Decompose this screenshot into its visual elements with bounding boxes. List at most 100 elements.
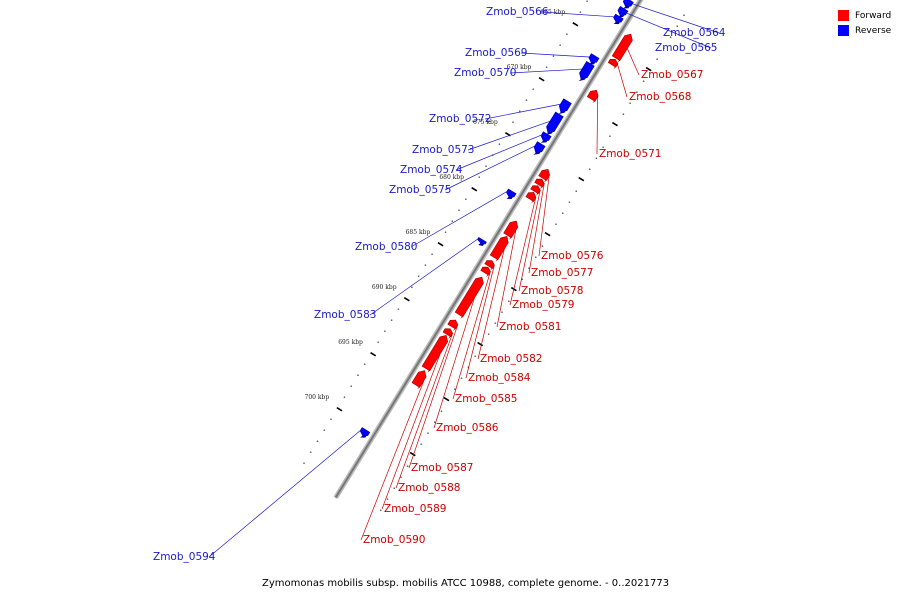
legend-item-forward: Forward xyxy=(838,8,891,23)
gene-arrow[interactable] xyxy=(558,98,572,113)
gene-label[interactable]: Zmob_0564 xyxy=(663,27,726,39)
backbone-layer xyxy=(333,0,644,499)
major-tick xyxy=(437,241,444,247)
major-tick xyxy=(336,406,343,412)
minor-tick xyxy=(431,253,433,255)
gene-arrow[interactable] xyxy=(506,188,517,198)
gene-label[interactable]: Zmob_0573 xyxy=(412,144,474,156)
leader-line xyxy=(509,198,536,306)
gene-shadow xyxy=(360,432,370,438)
gene-arrow[interactable] xyxy=(442,328,454,338)
gene-label[interactable]: Zmob_0577 xyxy=(531,267,593,279)
minor-tick xyxy=(343,396,346,398)
gene-label[interactable]: Zmob_0568 xyxy=(629,91,691,103)
gene-label[interactable]: Zmob_0581 xyxy=(499,321,561,333)
minor-tick xyxy=(487,333,490,335)
minor-tick xyxy=(433,421,436,423)
gene-arrow[interactable] xyxy=(546,111,564,134)
gene-label[interactable]: Zmob_0588 xyxy=(398,482,460,494)
major-tick xyxy=(572,21,579,27)
gene-shadow xyxy=(558,103,572,115)
forward-swatch xyxy=(838,10,849,21)
gene-label[interactable]: Zmob_0586 xyxy=(436,422,499,434)
gene-arrow[interactable] xyxy=(477,236,487,245)
gene-label[interactable]: Zmob_0582 xyxy=(480,353,542,365)
leader-line xyxy=(408,325,458,469)
gene-shadow xyxy=(623,2,634,9)
leader-line xyxy=(360,380,425,541)
minor-tick xyxy=(561,212,564,214)
gene-shadow xyxy=(533,146,546,155)
gene-label[interactable]: Zmob_0570 xyxy=(454,67,516,79)
gene-label[interactable]: Zmob_0574 xyxy=(400,164,463,176)
minor-tick xyxy=(683,14,685,17)
gene-label[interactable]: Zmob_0579 xyxy=(512,299,574,311)
minor-tick xyxy=(609,135,611,138)
gene-label[interactable]: Zmob_0587 xyxy=(411,462,473,474)
gene-arrow[interactable] xyxy=(454,276,484,318)
gene-shadow xyxy=(588,58,599,65)
gene-arrow[interactable] xyxy=(480,266,491,276)
gene-arrow[interactable] xyxy=(538,168,551,181)
leader-line xyxy=(626,48,640,76)
legend: Forward Reverse xyxy=(838,8,891,38)
gene-label[interactable]: Zmob_0569 xyxy=(465,47,527,59)
minor-tick xyxy=(400,476,402,478)
gene-arrow[interactable] xyxy=(525,192,537,202)
gene-arrow[interactable] xyxy=(484,260,495,269)
leader-line xyxy=(541,11,614,18)
gene-arrow[interactable] xyxy=(411,370,427,388)
minor-tick xyxy=(377,341,379,343)
minor-tick xyxy=(384,330,386,332)
leader-line xyxy=(410,191,507,248)
gene-label[interactable]: Zmob_0565 xyxy=(655,42,717,54)
gene-label[interactable]: Zmob_0583 xyxy=(314,309,376,321)
leader-line xyxy=(444,145,535,191)
gene-label[interactable]: Zmob_0590 xyxy=(363,534,425,546)
leader-line xyxy=(617,64,628,98)
minor-tick xyxy=(390,319,393,321)
minor-tick xyxy=(586,0,588,2)
leader-line xyxy=(455,134,542,171)
backbone-line xyxy=(334,0,642,499)
gene-arrow[interactable] xyxy=(359,427,371,436)
gene-label[interactable]: Zmob_0572 xyxy=(429,113,491,125)
gene-label[interactable]: Zmob_0580 xyxy=(355,241,417,253)
gene-arrow[interactable] xyxy=(534,178,545,188)
gene-arrow[interactable] xyxy=(579,60,595,80)
minor-tick xyxy=(393,487,396,489)
legend-label-reverse: Reverse xyxy=(855,25,892,36)
gene-label[interactable]: Zmob_0585 xyxy=(455,393,517,405)
leader-line xyxy=(433,298,475,429)
tick-label: 675 kbp xyxy=(473,119,498,126)
gene-arrow[interactable] xyxy=(447,319,459,330)
major-tick xyxy=(443,396,450,402)
minor-tick xyxy=(588,168,591,170)
leader-line xyxy=(618,9,712,49)
gene-label[interactable]: Zmob_0594 xyxy=(153,551,216,563)
gene-label[interactable]: Zmob_0571 xyxy=(599,148,661,160)
gene-label[interactable]: Zmob_0567 xyxy=(641,69,703,81)
minor-tick xyxy=(485,165,487,167)
gene-arrow[interactable] xyxy=(588,53,600,63)
major-tick xyxy=(645,66,652,72)
gene-arrow[interactable] xyxy=(586,89,599,102)
gene-arrow[interactable] xyxy=(530,185,541,195)
gene-arrow[interactable] xyxy=(611,33,633,62)
gene-shadow xyxy=(506,193,517,199)
leader-line xyxy=(538,176,550,257)
minor-tick xyxy=(474,355,476,357)
gene-arrow[interactable] xyxy=(503,220,519,239)
gene-label[interactable]: Zmob_0578 xyxy=(521,285,583,297)
gene-label[interactable]: Zmob_0584 xyxy=(468,372,531,384)
gene-arrow[interactable] xyxy=(607,58,619,68)
gene-arrow[interactable] xyxy=(489,236,509,261)
gene-label[interactable]: Zmob_0589 xyxy=(384,503,446,515)
gene-arrow[interactable] xyxy=(421,335,449,372)
gene-label[interactable]: Zmob_0576 xyxy=(541,250,604,262)
major-tick xyxy=(538,76,545,82)
gene-arrow[interactable] xyxy=(533,141,546,154)
leader-line-layer xyxy=(208,0,720,558)
gene-label[interactable]: Zmob_0566 xyxy=(486,6,549,18)
gene-label[interactable]: Zmob_0575 xyxy=(389,184,451,196)
